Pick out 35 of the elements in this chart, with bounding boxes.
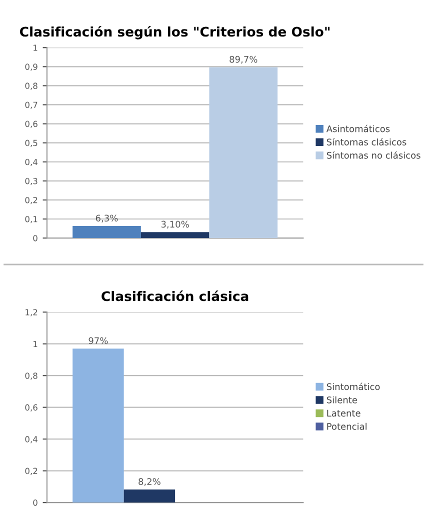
y-tick-label: 0,8 xyxy=(25,372,38,380)
y-tick-label: 0,3 xyxy=(25,178,38,186)
y-tick-label: 0,1 xyxy=(25,216,38,224)
y-tick-label: 0,6 xyxy=(25,120,38,128)
bar xyxy=(72,226,141,238)
data-label: 3,10% xyxy=(161,220,189,229)
y-tick-label: 0 xyxy=(33,235,38,242)
y-tick-label: 1 xyxy=(34,44,38,51)
y-tick-label: 0,2 xyxy=(25,196,38,204)
y-tick-label: 0,7 xyxy=(25,102,38,109)
chart-title: Clasificación clásica xyxy=(102,290,248,302)
y-tick-label: 1,2 xyxy=(26,309,38,316)
legend-label: Síntomas no clásicos xyxy=(326,151,420,159)
bar xyxy=(140,232,210,238)
data-label: 8,2% xyxy=(138,478,160,486)
legend-label: Latente xyxy=(327,410,360,417)
y-tick-label: 0,8 xyxy=(25,82,38,90)
legend-label: Sintomático xyxy=(326,382,380,390)
y-tick-label: 0,4 xyxy=(25,158,38,166)
legend-label: Síntomas clásicos xyxy=(326,138,406,146)
legend-label: Asintomáticos xyxy=(326,124,390,132)
chart-title: Clasificación según los "Criterios de Oslo" xyxy=(20,26,330,40)
y-tick-label: 0,4 xyxy=(25,436,38,444)
legend-label: Potencial xyxy=(327,422,366,430)
y-tick-label: 0,6 xyxy=(25,404,38,412)
data-label: 89,7% xyxy=(230,56,258,64)
y-tick-label: 0,2 xyxy=(25,468,38,475)
legend-label: Silente xyxy=(326,396,357,404)
data-label: 97% xyxy=(88,337,108,344)
data-label: 6,3% xyxy=(96,214,118,222)
y-tick-label: 0 xyxy=(33,500,38,506)
bar xyxy=(209,67,278,238)
y-tick-label: 1 xyxy=(34,340,38,348)
y-tick-label: 0,9 xyxy=(25,64,38,71)
y-tick-label: 0,5 xyxy=(25,140,38,147)
